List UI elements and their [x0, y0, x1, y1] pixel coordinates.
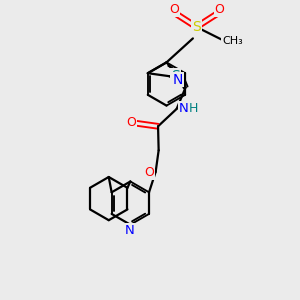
Text: N: N — [125, 224, 135, 237]
Text: S: S — [171, 69, 180, 83]
Text: O: O — [144, 166, 154, 179]
Text: H: H — [188, 101, 198, 115]
Text: O: O — [215, 3, 224, 16]
Text: N: N — [178, 101, 188, 115]
Text: O: O — [169, 3, 179, 16]
Text: O: O — [126, 116, 136, 129]
Text: S: S — [192, 20, 201, 34]
Text: CH₃: CH₃ — [222, 35, 243, 46]
Text: N: N — [172, 73, 183, 86]
